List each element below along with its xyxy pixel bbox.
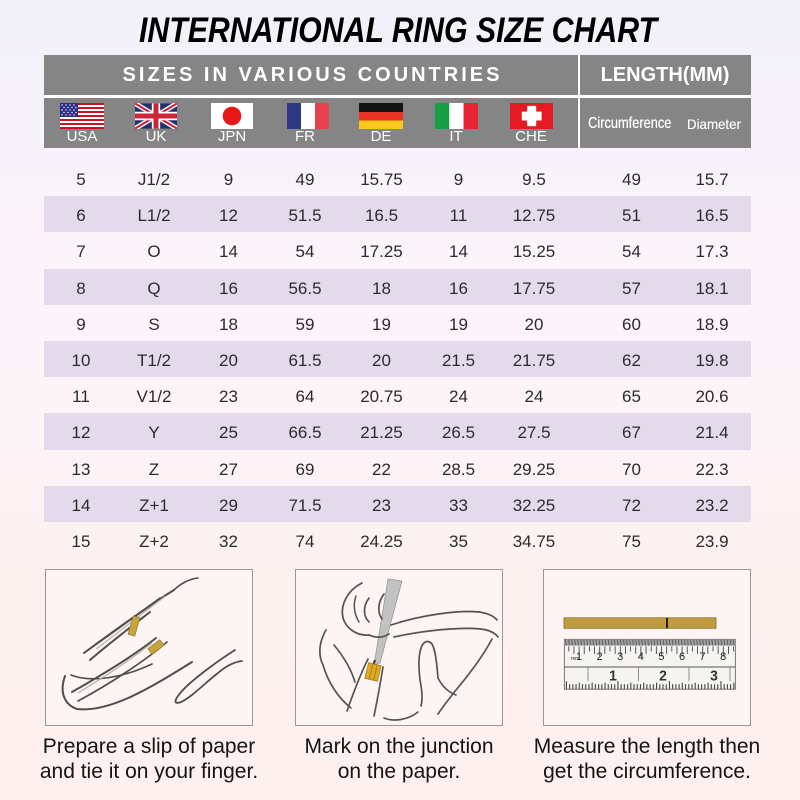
svg-text:3: 3 — [617, 651, 623, 663]
svg-text:mm: mm — [571, 656, 579, 662]
svg-text:3: 3 — [710, 668, 718, 685]
svg-text:6: 6 — [679, 651, 685, 663]
svg-text:2: 2 — [659, 668, 667, 685]
svg-text:1: 1 — [576, 651, 582, 663]
svg-text:4: 4 — [638, 651, 644, 663]
svg-text:2: 2 — [597, 651, 603, 663]
svg-text:5: 5 — [658, 651, 664, 663]
svg-text:7: 7 — [700, 651, 706, 663]
svg-text:8: 8 — [720, 651, 726, 663]
svg-text:1: 1 — [609, 668, 617, 685]
